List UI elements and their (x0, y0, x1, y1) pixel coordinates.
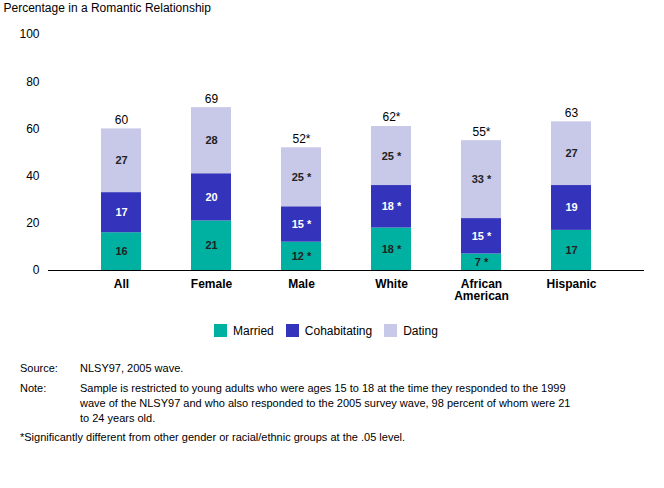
svg-text:7 *: 7 * (475, 256, 489, 268)
svg-text:27: 27 (115, 154, 127, 166)
svg-text:17: 17 (115, 206, 127, 218)
html-text:NLSY97, 2005 wave.: NLSY97, 2005 wave. (80, 362, 184, 374)
svg-text:15 *: 15 * (292, 218, 312, 230)
svg-text:Female: Female (191, 277, 233, 291)
html-text:*Significantly different from: *Significantly different from other gend… (20, 431, 405, 444)
svg-text:AfricanAmerican: AfricanAmerican (454, 277, 509, 303)
svg-text:All: All (114, 277, 129, 291)
html-text:Source:: Source: (20, 362, 58, 374)
svg-text:21: 21 (205, 239, 217, 251)
html-text:Note:: Note: (20, 381, 47, 394)
svg-text:60: 60 (115, 113, 129, 127)
svg-text:52*: 52* (292, 132, 310, 146)
svg-text:Male: Male (288, 277, 315, 291)
html-text:Sample is restricted to young: Sample is restricted to young adults who… (80, 381, 571, 424)
svg-text:62*: 62* (382, 110, 400, 124)
svg-text:18 *: 18 * (382, 200, 402, 212)
svg-text:60: 60 (26, 122, 40, 136)
svg-text:100: 100 (19, 27, 39, 41)
svg-text:27: 27 (565, 147, 577, 159)
svg-text:33 *: 33 * (472, 173, 492, 185)
html-text:Married: Married (233, 323, 274, 338)
svg-text:69: 69 (205, 92, 219, 106)
svg-text:Percentage in a Romantic Relat: Percentage in a Romantic Relationship (4, 1, 212, 15)
html-text:Cohabitating: Cohabitating (304, 323, 373, 338)
svg-text:25 *: 25 * (382, 150, 402, 162)
html-text:Dating: Dating (403, 323, 438, 338)
svg-text:20: 20 (26, 216, 40, 230)
svg-text:Hispanic: Hispanic (546, 277, 596, 291)
svg-text:18 *: 18 * (382, 243, 402, 255)
svg-text:19: 19 (565, 201, 577, 213)
svg-text:25 *: 25 * (292, 171, 312, 183)
svg-text:15 *: 15 * (472, 230, 492, 242)
svg-text:0: 0 (33, 263, 40, 277)
svg-text:28: 28 (205, 134, 217, 146)
svg-text:63: 63 (565, 106, 579, 120)
svg-text:40: 40 (26, 169, 40, 183)
svg-text:White: White (375, 277, 408, 291)
svg-text:80: 80 (26, 75, 40, 89)
svg-text:12 *: 12 * (292, 250, 312, 262)
svg-text:17: 17 (565, 244, 577, 256)
svg-text:55*: 55* (472, 125, 490, 139)
svg-text:16: 16 (115, 245, 127, 257)
svg-text:20: 20 (205, 191, 217, 203)
